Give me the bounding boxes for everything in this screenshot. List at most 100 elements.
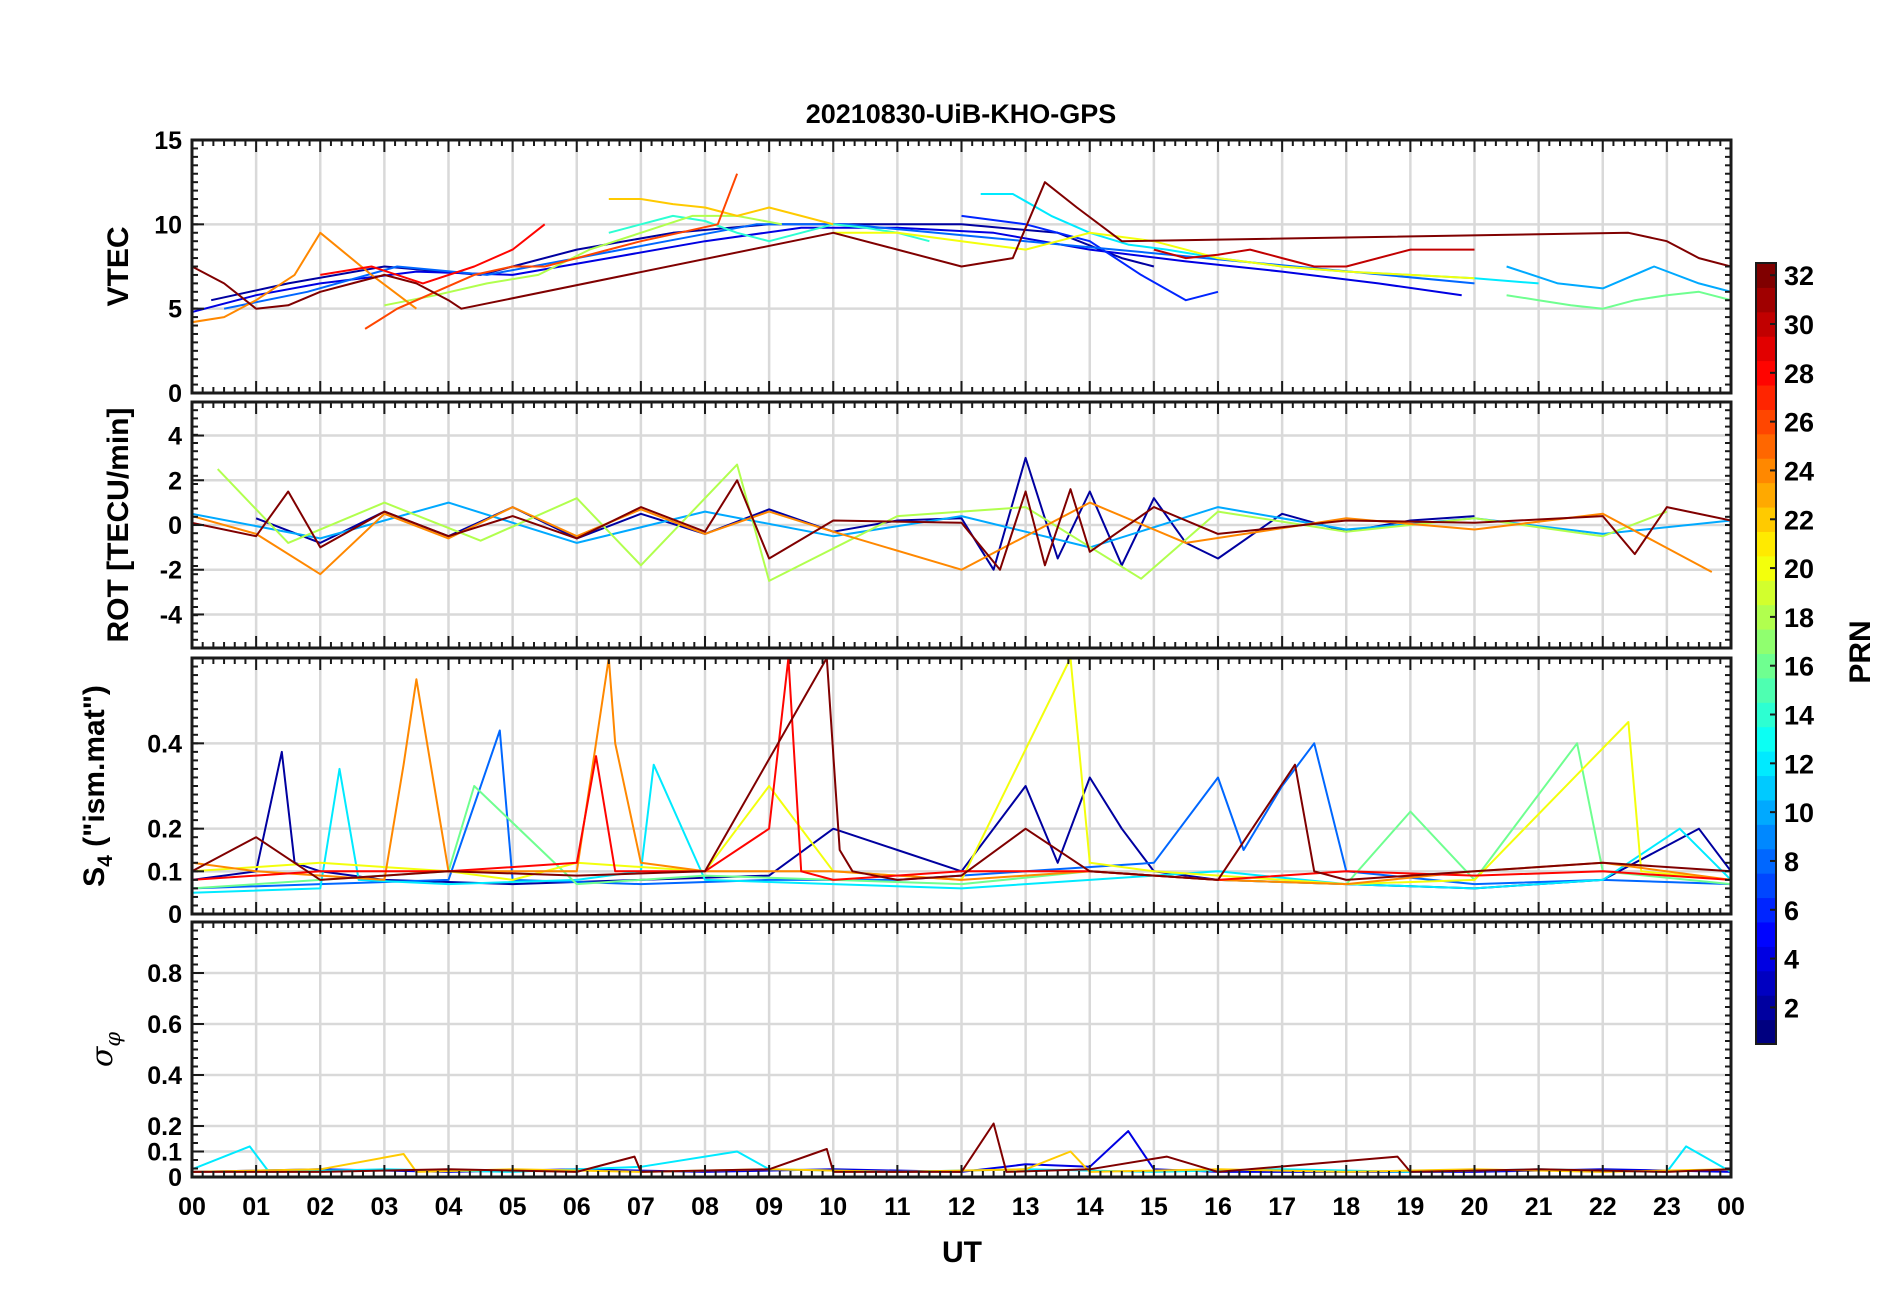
- colorbar-segment: [1756, 360, 1776, 386]
- x-tick-label: 06: [563, 1193, 591, 1221]
- panel-rot: -4 -2 0 2 4 ROT [TECU/min]: [102, 400, 1733, 650]
- y-axis-label-rest: ("ism.mat"): [78, 685, 111, 855]
- x-tick-label: 05: [499, 1193, 527, 1221]
- series-line-prn-32: [192, 1122, 1731, 1173]
- colorbar-segment: [1756, 433, 1776, 459]
- colorbar-segment: [1756, 263, 1776, 288]
- colorbar-frame: [1755, 262, 1777, 1045]
- y-axis-label-main: S: [78, 867, 111, 887]
- colorbar-segment: [1756, 824, 1776, 850]
- colorbar-segment: [1756, 458, 1776, 484]
- series-line-prn-10: [1506, 265, 1731, 293]
- colorbar-segment: [1756, 580, 1776, 606]
- colorbar-segment: [1756, 555, 1776, 581]
- x-tick-label: 03: [370, 1193, 398, 1221]
- x-tick-label: 10: [819, 1193, 847, 1221]
- colorbar-segment: [1756, 336, 1776, 362]
- colorbar-segment: [1756, 482, 1776, 508]
- x-tick-label: 20: [1461, 1193, 1489, 1221]
- colorbar-segment: [1756, 946, 1776, 972]
- series-line-prn-18: [216, 463, 1668, 582]
- colorbar-tick-label: 14: [1784, 701, 1814, 731]
- series-line-prn-30: [1153, 248, 1475, 268]
- y-axis-label-sub: 4: [94, 855, 117, 867]
- y-tick-label: -4: [160, 601, 182, 629]
- colorbar-segment: [1756, 848, 1776, 874]
- x-axis: 00 01 02 03 04 05 06 07 08 09 10 11 12 13 14 15 16 17 18 19…: [178, 1193, 1745, 1221]
- colorbar-segment: [1756, 702, 1776, 728]
- colorbar-tick-label: 12: [1784, 749, 1814, 779]
- y-axis-label: VTEC: [102, 226, 135, 306]
- colorbar-tick-label: 24: [1784, 456, 1814, 486]
- y-tick-label: 0: [168, 512, 182, 540]
- colorbar-segment: [1756, 897, 1776, 923]
- series-group: [192, 456, 1731, 582]
- x-tick-label: 15: [1140, 1193, 1168, 1221]
- colorbar-segment: [1756, 751, 1776, 777]
- series-line-prn-32: [192, 658, 1731, 881]
- y-axis-label: S4 ("ism.mat"): [78, 685, 117, 887]
- y-tick-label: 0.4: [147, 1062, 182, 1090]
- colorbar-segment: [1756, 311, 1776, 337]
- x-tick-label: 11: [884, 1193, 911, 1221]
- y-tick-label: 5: [168, 296, 182, 324]
- colorbar-tick-label: 2: [1784, 993, 1799, 1023]
- x-tick-label: 17: [1268, 1193, 1296, 1221]
- y-tick-label: -2: [160, 557, 182, 585]
- y-tick-label: 0.2: [147, 816, 182, 844]
- colorbar-tick-label: 32: [1784, 261, 1814, 291]
- y-tick-label: 2: [168, 467, 182, 495]
- y-tick-label: 0: [168, 1164, 182, 1192]
- colorbar-tick-label: 26: [1784, 408, 1814, 438]
- series-line-prn-32: [192, 479, 1731, 571]
- colorbar-tick-label: 8: [1784, 847, 1799, 877]
- colorbar-segment: [1756, 726, 1776, 752]
- colorbar-tick-label: 16: [1784, 652, 1814, 682]
- x-tick-label: 00: [1717, 1193, 1745, 1221]
- x-tick-label: 12: [948, 1193, 976, 1221]
- series-line-prn-2: [255, 456, 1475, 571]
- colorbar-segment: [1756, 653, 1776, 679]
- colorbar-segment: [1756, 287, 1776, 313]
- series-line-prn-32: [192, 181, 1731, 310]
- series-line-prn-14: [608, 214, 930, 243]
- y-tick-label: 0.2: [147, 1113, 182, 1141]
- series-line-prn-18: [384, 214, 783, 307]
- y-tick-label: 10: [154, 211, 182, 239]
- chart-title: 20210830-UiB-KHO-GPS: [806, 99, 1117, 129]
- x-tick-label: 22: [1589, 1193, 1617, 1221]
- colorbar-segment: [1756, 629, 1776, 654]
- x-tick-label: 16: [1204, 1193, 1232, 1221]
- x-tick-label: 04: [435, 1193, 463, 1221]
- colorbar-tick-label: 10: [1784, 798, 1814, 828]
- colorbar-segment: [1756, 409, 1776, 435]
- colorbar-segment: [1756, 531, 1776, 557]
- y-tick-label: 0.8: [147, 960, 182, 988]
- colorbar-segment: [1756, 921, 1776, 947]
- series-line-prn-2: [210, 223, 1155, 302]
- x-tick-label: 18: [1332, 1193, 1360, 1221]
- series-line-prn-24: [192, 501, 1713, 576]
- series-line-prn-24: [192, 231, 418, 324]
- colorbar-segment: [1756, 604, 1776, 630]
- x-tick-label: 21: [1525, 1193, 1553, 1221]
- x-tick-label: 07: [627, 1193, 655, 1221]
- colorbar-tick-label: 30: [1784, 310, 1814, 340]
- x-tick-label: 08: [691, 1193, 719, 1221]
- x-tick-label: 00: [178, 1193, 206, 1221]
- y-axis-label: ROT [TECU/min]: [102, 408, 135, 643]
- y-tick-label: 0.6: [147, 1011, 182, 1039]
- colorbar-tick-label: 20: [1784, 554, 1814, 584]
- series-line-prn-16: [1506, 290, 1731, 310]
- colorbar-segment: [1756, 1019, 1776, 1045]
- colorbar-label: PRN: [1844, 620, 1877, 683]
- colorbar-tick-label: 18: [1784, 603, 1814, 633]
- x-tick-label: 13: [1012, 1193, 1040, 1221]
- x-tick-label: 02: [306, 1193, 334, 1221]
- colorbar-segment: [1756, 385, 1776, 410]
- series-line-prn-6: [961, 214, 1219, 302]
- series-line-prn-16: [192, 742, 1731, 890]
- colorbar-segment: [1756, 677, 1776, 703]
- colorbar-tick-label: 4: [1784, 945, 1799, 975]
